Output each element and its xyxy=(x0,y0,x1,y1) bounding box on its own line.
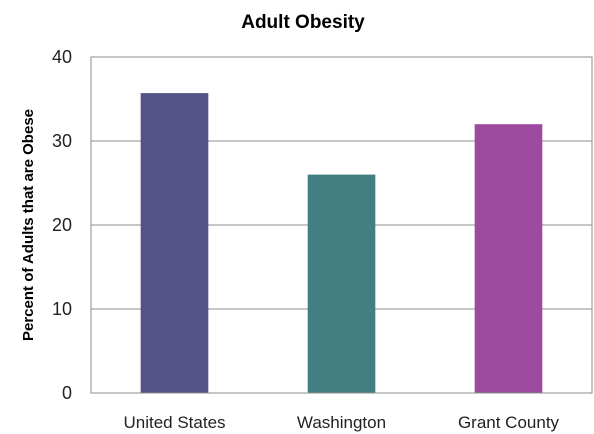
y-tick-label: 20 xyxy=(52,215,72,235)
y-tick-label: 10 xyxy=(52,299,72,319)
bar-grant-county xyxy=(474,124,543,393)
bar-united-states xyxy=(140,93,209,394)
x-axis-categories: United States Washington Grant County xyxy=(123,413,559,432)
bar-washington xyxy=(307,174,376,393)
y-tick-label: 0 xyxy=(62,383,72,403)
x-category-label: Grant County xyxy=(458,413,560,432)
y-axis-ticks: 0 10 20 30 40 xyxy=(52,47,72,403)
plot-area-border xyxy=(90,56,593,394)
y-axis-label: Percent of Adults that are Obese xyxy=(20,109,37,341)
bars xyxy=(140,93,543,394)
chart-title: Adult Obesity xyxy=(241,12,365,33)
x-category-label: Washington xyxy=(297,413,386,432)
x-category-label: United States xyxy=(123,413,225,432)
y-tick-label: 30 xyxy=(52,131,72,151)
y-tick-label: 40 xyxy=(52,47,72,67)
